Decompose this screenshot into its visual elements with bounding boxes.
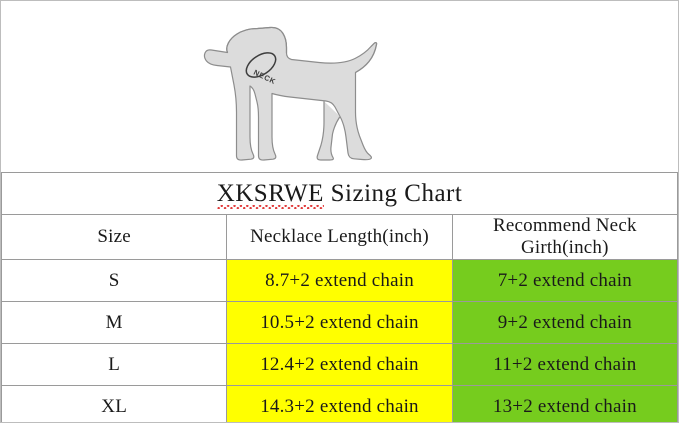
table-title-row: XKSRWE Sizing Chart [1, 172, 678, 215]
dog-silhouette-icon: NECK [187, 17, 397, 163]
brand-name: XKSRWE [216, 179, 325, 209]
cell-length: 10.5+2 extend chain [226, 301, 453, 344]
cell-length: 14.3+2 extend chain [226, 385, 453, 422]
chart-title-cell: XKSRWE Sizing Chart [1, 172, 678, 215]
table-row: L 12.4+2 extend chain 11+2 extend chain [1, 343, 678, 386]
title-suffix: Sizing Chart [323, 179, 463, 207]
cell-girth: 7+2 extend chain [451, 259, 678, 302]
column-header-length: Necklace Length(inch) [226, 214, 453, 260]
cell-length: 12.4+2 extend chain [226, 343, 453, 386]
cell-girth: 13+2 extend chain [451, 385, 678, 422]
cell-size: S [1, 259, 228, 302]
dog-illustration-panel: NECK [1, 1, 678, 172]
column-header-girth: Recommend Neck Girth(inch) [451, 214, 678, 260]
sizing-chart-table: XKSRWE Sizing Chart Size Necklace Length… [1, 172, 678, 422]
cell-girth: 11+2 extend chain [451, 343, 678, 386]
cell-length: 8.7+2 extend chain [226, 259, 453, 302]
cell-size: L [1, 343, 228, 386]
page-title: XKSRWE Sizing Chart [216, 179, 463, 209]
column-header-size: Size [1, 214, 228, 260]
table-row: XL 14.3+2 extend chain 13+2 extend chain [1, 385, 678, 422]
table-header-row: Size Necklace Length(inch) Recommend Nec… [1, 214, 678, 260]
cell-size: XL [1, 385, 228, 422]
table-row: M 10.5+2 extend chain 9+2 extend chain [1, 301, 678, 344]
cell-girth: 9+2 extend chain [451, 301, 678, 344]
table-row: S 8.7+2 extend chain 7+2 extend chain [1, 259, 678, 302]
cell-size: M [1, 301, 228, 344]
